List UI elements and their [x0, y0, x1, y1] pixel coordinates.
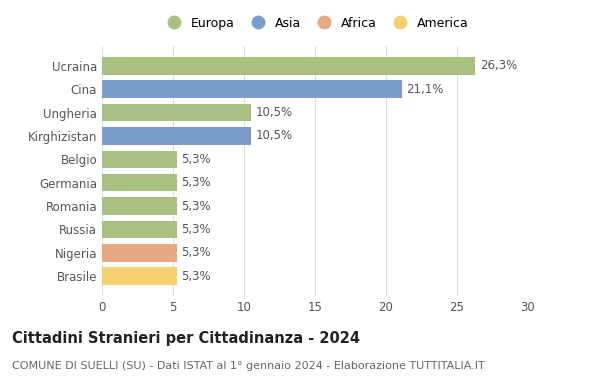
Text: Cittadini Stranieri per Cittadinanza - 2024: Cittadini Stranieri per Cittadinanza - 2…: [12, 331, 360, 345]
Text: COMUNE DI SUELLI (SU) - Dati ISTAT al 1° gennaio 2024 - Elaborazione TUTTITALIA.: COMUNE DI SUELLI (SU) - Dati ISTAT al 1°…: [12, 361, 485, 371]
Text: 5,3%: 5,3%: [182, 223, 211, 236]
Bar: [102, 221, 177, 238]
Text: 5,3%: 5,3%: [182, 246, 211, 259]
Text: 5,3%: 5,3%: [182, 153, 211, 166]
Text: 10,5%: 10,5%: [256, 130, 292, 142]
Text: 26,3%: 26,3%: [480, 59, 517, 72]
Text: 10,5%: 10,5%: [256, 106, 292, 119]
Bar: [102, 174, 177, 192]
Bar: [102, 57, 475, 74]
Text: 5,3%: 5,3%: [182, 270, 211, 283]
Bar: [102, 150, 177, 168]
Text: 21,1%: 21,1%: [406, 83, 443, 96]
Legend: Europa, Asia, Africa, America: Europa, Asia, Africa, America: [158, 14, 472, 32]
Bar: [102, 268, 177, 285]
Text: 5,3%: 5,3%: [182, 200, 211, 212]
Text: 5,3%: 5,3%: [182, 176, 211, 189]
Bar: [102, 244, 177, 261]
Bar: [102, 104, 251, 121]
Bar: [102, 127, 251, 145]
Bar: [102, 197, 177, 215]
Bar: [102, 81, 401, 98]
